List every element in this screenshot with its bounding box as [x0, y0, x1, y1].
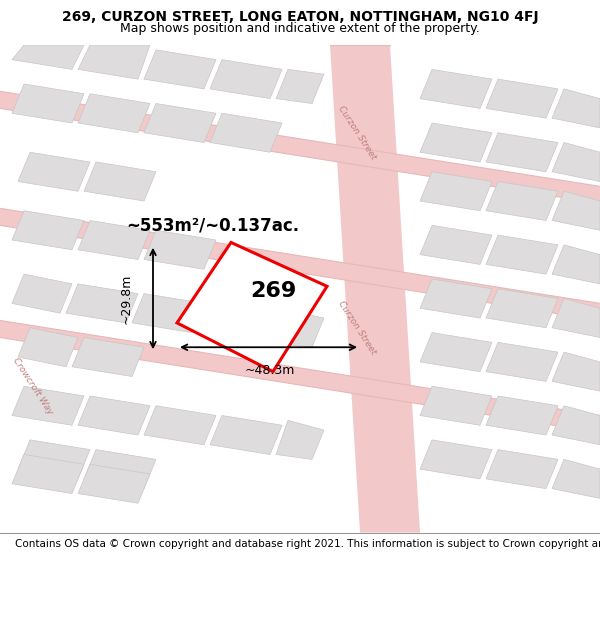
Polygon shape	[264, 308, 324, 348]
Polygon shape	[12, 45, 84, 69]
Polygon shape	[144, 230, 216, 269]
Polygon shape	[132, 294, 204, 333]
Polygon shape	[552, 299, 600, 338]
Polygon shape	[420, 279, 492, 318]
Polygon shape	[486, 235, 558, 274]
Text: 269, CURZON STREET, LONG EATON, NOTTINGHAM, NG10 4FJ: 269, CURZON STREET, LONG EATON, NOTTINGH…	[62, 10, 538, 24]
Polygon shape	[486, 289, 558, 328]
Polygon shape	[420, 386, 492, 425]
Polygon shape	[0, 208, 600, 321]
Polygon shape	[486, 181, 558, 221]
Text: ~553m²/~0.137ac.: ~553m²/~0.137ac.	[126, 216, 299, 234]
Text: Curzon Street: Curzon Street	[337, 299, 377, 356]
Polygon shape	[144, 406, 216, 445]
Polygon shape	[0, 321, 600, 432]
Polygon shape	[78, 45, 150, 79]
Polygon shape	[276, 69, 324, 104]
Text: ~48.3m: ~48.3m	[245, 364, 295, 378]
Polygon shape	[177, 242, 327, 372]
Polygon shape	[18, 152, 90, 191]
Polygon shape	[420, 172, 492, 211]
Polygon shape	[552, 142, 600, 181]
Polygon shape	[78, 464, 150, 503]
Polygon shape	[12, 84, 84, 123]
Polygon shape	[72, 338, 144, 376]
Polygon shape	[486, 132, 558, 172]
Polygon shape	[144, 50, 216, 89]
Polygon shape	[552, 191, 600, 230]
Polygon shape	[486, 342, 558, 381]
Polygon shape	[66, 284, 138, 323]
Polygon shape	[420, 332, 492, 372]
Polygon shape	[144, 104, 216, 142]
Polygon shape	[18, 440, 90, 479]
Polygon shape	[18, 328, 78, 367]
Polygon shape	[12, 386, 84, 425]
Polygon shape	[486, 396, 558, 435]
Polygon shape	[210, 113, 282, 152]
Polygon shape	[78, 396, 150, 435]
Polygon shape	[420, 123, 492, 162]
Polygon shape	[420, 226, 492, 264]
Polygon shape	[12, 454, 84, 494]
Text: Crowcroft Way: Crowcroft Way	[11, 356, 55, 416]
Polygon shape	[84, 162, 156, 201]
Polygon shape	[210, 416, 282, 454]
Polygon shape	[486, 79, 558, 118]
Polygon shape	[330, 45, 420, 532]
Polygon shape	[12, 211, 84, 250]
Text: ~29.8m: ~29.8m	[119, 273, 133, 324]
Text: Contains OS data © Crown copyright and database right 2021. This information is : Contains OS data © Crown copyright and d…	[15, 539, 600, 549]
Polygon shape	[78, 94, 150, 132]
Polygon shape	[210, 59, 282, 99]
Polygon shape	[552, 352, 600, 391]
Polygon shape	[420, 440, 492, 479]
Polygon shape	[78, 221, 150, 259]
Polygon shape	[552, 245, 600, 284]
Text: 269: 269	[250, 281, 296, 301]
Polygon shape	[276, 421, 324, 459]
Polygon shape	[84, 449, 156, 489]
Polygon shape	[552, 406, 600, 445]
Text: Map shows position and indicative extent of the property.: Map shows position and indicative extent…	[120, 22, 480, 35]
Polygon shape	[198, 303, 270, 343]
Polygon shape	[12, 274, 72, 313]
Polygon shape	[552, 89, 600, 128]
Polygon shape	[420, 69, 492, 108]
Polygon shape	[552, 459, 600, 498]
Polygon shape	[486, 449, 558, 489]
Text: Curzon Street: Curzon Street	[337, 104, 377, 161]
Polygon shape	[0, 91, 600, 204]
